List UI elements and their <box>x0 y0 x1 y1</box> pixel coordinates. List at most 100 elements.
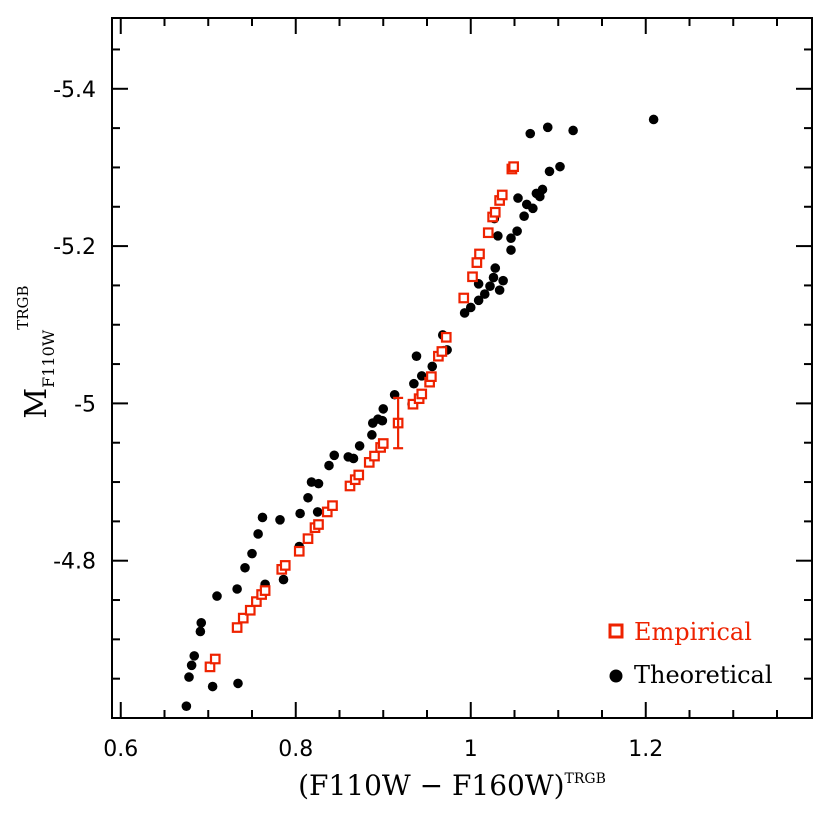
x-axis-title-main: (F110W − F160W) <box>298 769 564 802</box>
empirical-point <box>489 206 501 218</box>
theoretical-point <box>473 295 484 306</box>
empirical-point <box>327 500 338 511</box>
theoretical-point <box>195 626 206 637</box>
theoretical-point <box>459 308 470 318</box>
theoretical-point <box>184 672 194 682</box>
theoretical-point <box>568 125 578 136</box>
empirical-point <box>496 189 508 201</box>
theoretical-point <box>416 371 427 381</box>
empirical-point <box>209 653 221 665</box>
empirical-point <box>377 438 389 449</box>
empirical-point <box>426 371 437 383</box>
x-tick-label: 1.2 <box>628 737 663 762</box>
theoretical-point <box>354 441 365 451</box>
x-axis-title: (F110W − F160W)TRGB <box>298 769 606 802</box>
legend: Empirical Theoretical <box>608 618 773 689</box>
legend-empirical-marker <box>608 623 624 639</box>
empirical-series <box>204 161 519 673</box>
theoretical-point <box>490 263 501 273</box>
x-axis-title-sup: TRGB <box>565 771 606 787</box>
theoretical-point <box>181 701 192 712</box>
theoretical-point <box>367 430 377 440</box>
y-tick-label: -5.4 <box>53 78 96 103</box>
theoretical-point <box>303 492 313 503</box>
theoretical-point <box>377 415 388 426</box>
empirical-point <box>353 469 365 481</box>
empirical-point <box>458 292 470 304</box>
theoretical-point <box>485 281 495 292</box>
theoretical-point <box>189 651 200 661</box>
x-tick-label: 0.6 <box>103 737 138 762</box>
theoretical-point <box>378 404 389 414</box>
empirical-point <box>416 388 428 400</box>
theoretical-point <box>247 548 257 559</box>
theoretical-point <box>212 591 222 601</box>
theoretical-point <box>506 245 516 255</box>
theoretical-point <box>648 114 659 125</box>
theoretical-point <box>257 512 268 523</box>
error-bar <box>393 396 404 450</box>
theoretical-point <box>312 507 323 517</box>
theoretical-series <box>181 114 659 712</box>
theoretical-point <box>409 378 419 389</box>
empirical-point <box>436 346 448 357</box>
theoretical-point <box>555 161 565 172</box>
theoretical-point <box>544 166 555 177</box>
empirical-point <box>259 585 271 596</box>
y-tick-label: -5 <box>74 392 96 417</box>
theoretical-point <box>542 122 553 133</box>
theoretical-point <box>427 361 438 372</box>
y-tick-labels: -4.8 -5 -5.2 -5.4 <box>53 78 96 575</box>
empirical-point <box>471 257 483 268</box>
theoretical-point <box>537 184 548 195</box>
theoretical-point <box>313 478 324 489</box>
empirical-point <box>293 545 305 557</box>
empirical-point <box>369 450 380 462</box>
empirical-point <box>313 519 324 530</box>
theoretical-point <box>498 275 508 286</box>
theoretical-point <box>479 289 490 299</box>
y-tick-label: -4.8 <box>53 550 96 575</box>
empirical-point <box>407 398 419 410</box>
y-axis-title-sub: F110W <box>39 329 58 388</box>
y-tick-label: -5.2 <box>53 235 96 260</box>
theoretical-point <box>196 618 207 628</box>
empirical-point <box>231 622 243 633</box>
theoretical-point <box>275 514 285 525</box>
empirical-point <box>467 271 478 283</box>
theoretical-point <box>494 285 505 295</box>
theoretical-point <box>348 453 359 464</box>
empirical-point <box>508 161 519 173</box>
theoretical-point <box>506 233 516 244</box>
plot-frame <box>111 17 813 719</box>
theoretical-point <box>493 231 503 241</box>
x-axis-ticks <box>119 18 778 718</box>
theoretical-point <box>278 574 289 585</box>
theoretical-point <box>465 302 476 313</box>
x-tick-labels: 0.6 0.8 1 1.2 <box>103 737 663 762</box>
theoretical-point <box>186 660 197 671</box>
theoretical-point <box>519 211 529 222</box>
theoretical-point <box>207 681 218 692</box>
empirical-point <box>440 331 452 343</box>
empirical-point <box>474 248 485 260</box>
theoretical-point <box>240 562 250 573</box>
x-tick-label: 1 <box>464 737 478 762</box>
theoretical-point <box>329 450 340 461</box>
theoretical-point <box>528 203 538 214</box>
legend-theoretical-label: Theoretical <box>634 661 773 689</box>
legend-theoretical-marker <box>609 669 623 683</box>
theoretical-point <box>513 193 523 203</box>
theoretical-point <box>324 460 334 471</box>
theoretical-point <box>233 678 243 689</box>
empirical-point <box>244 604 256 616</box>
theoretical-point <box>253 529 263 539</box>
y-axis-title-sup: TRGB <box>14 285 32 329</box>
theoretical-point <box>411 351 422 362</box>
y-axis-ticks <box>112 48 812 719</box>
theoretical-point <box>488 272 499 283</box>
empirical-point <box>302 533 314 545</box>
legend-empirical-label: Empirical <box>634 618 752 646</box>
theoretical-point <box>525 128 536 139</box>
